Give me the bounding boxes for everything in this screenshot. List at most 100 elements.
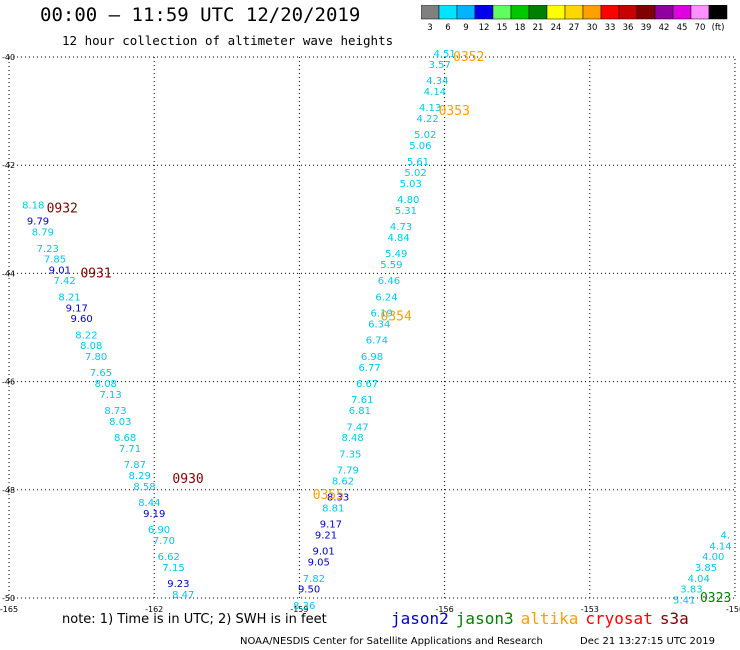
wave-height-value: 7.35 bbox=[339, 449, 361, 460]
color-scale-label: 21 bbox=[533, 23, 544, 33]
wave-height-value: 5.02 bbox=[414, 130, 436, 141]
satellite-legend: jason2 jason3 altika cryosat s3a bbox=[391, 609, 696, 628]
footnote: note: 1) Time is in UTC; 2) SWH is in fe… bbox=[62, 612, 327, 627]
wave-height-value: 8.29 bbox=[129, 471, 151, 482]
color-scale-label: 12 bbox=[479, 23, 490, 33]
wave-height-value: 4.04 bbox=[688, 574, 710, 585]
wave-height-value: 8.36 bbox=[293, 601, 315, 612]
legend-entry-cryosat: cryosat bbox=[585, 609, 653, 628]
color-scale-label: (ft) bbox=[712, 23, 725, 33]
y-tick-label: -46 bbox=[2, 378, 15, 387]
wave-height-value: 5.49 bbox=[385, 249, 407, 260]
wave-height-value: 4. bbox=[721, 530, 731, 541]
wave-height-value: 7.65 bbox=[90, 368, 112, 379]
wave-height-value: 8.18 bbox=[22, 200, 44, 211]
wave-height-value: 9.79 bbox=[27, 217, 49, 228]
wave-height-value: 5.06 bbox=[409, 141, 431, 152]
wave-height-value: 6.81 bbox=[349, 406, 371, 417]
color-scale-bar: 3 6 9 12 15 18 21 24 27 30 33 36 39 42 45 70 (ft) bbox=[421, 5, 728, 33]
color-scale-label: 18 bbox=[515, 23, 526, 33]
wave-height-value: 7.23 bbox=[37, 244, 59, 255]
color-scale-label: 45 bbox=[677, 23, 688, 33]
wave-height-value: 8.08 bbox=[95, 379, 117, 390]
color-scale-label: 27 bbox=[569, 23, 580, 33]
wave-height-value: 8.81 bbox=[322, 503, 344, 514]
wave-height-value: 4.14 bbox=[709, 541, 731, 552]
wave-height-value: 9.01 bbox=[312, 547, 334, 558]
pass-time-label: 0352 bbox=[453, 50, 484, 65]
wave-height-value: 4.51 bbox=[433, 49, 455, 60]
wave-height-value: 8.21 bbox=[58, 292, 80, 303]
wave-height-value: 8.44 bbox=[138, 498, 160, 509]
color-scale-label: 36 bbox=[623, 23, 634, 33]
wave-height-value: 6.19 bbox=[371, 309, 393, 320]
pass-time-label: 0932 bbox=[47, 201, 78, 216]
legend-entry-altika: altika bbox=[520, 609, 579, 628]
wave-height-value: 3.57 bbox=[429, 60, 451, 71]
x-tick-label: -159 bbox=[290, 605, 308, 614]
wave-height-value: 5.03 bbox=[400, 179, 422, 190]
legend-entry-jason3: jason3 bbox=[455, 609, 514, 628]
plot-frame bbox=[8, 56, 736, 599]
wave-height-value: 6.77 bbox=[358, 363, 380, 374]
wave-height-value: 9.01 bbox=[49, 265, 71, 276]
wave-height-value: 8.79 bbox=[32, 228, 54, 239]
x-tick-label: -162 bbox=[145, 605, 163, 614]
wave-height-value: 5.61 bbox=[407, 157, 429, 168]
wave-height-value: 8.48 bbox=[342, 433, 364, 444]
wave-height-value: 6.62 bbox=[158, 552, 180, 563]
wave-height-value: 4.14 bbox=[424, 87, 446, 98]
wave-height-value: 8.47 bbox=[172, 590, 194, 601]
wave-height-value: 4.84 bbox=[387, 233, 409, 244]
wave-height-value: 9.23 bbox=[167, 579, 189, 590]
y-tick-label: -50 bbox=[2, 594, 15, 603]
legend-entry-jason2: jason2 bbox=[391, 609, 449, 628]
wave-height-value: 5.41 bbox=[673, 595, 695, 606]
wave-height-value: 4.13 bbox=[419, 103, 441, 114]
pass-time-label: 0931 bbox=[80, 266, 111, 281]
wave-height-value: 8.08 bbox=[80, 341, 102, 352]
y-tick-label: -40 bbox=[2, 53, 15, 62]
generated-timestamp: Dec 21 13:27:15 UTC 2019 bbox=[580, 636, 715, 647]
color-scale-label: 6 bbox=[445, 23, 450, 33]
x-tick-label: -153 bbox=[581, 605, 599, 614]
wave-height-value: 9.21 bbox=[315, 530, 337, 541]
color-scale-label: 42 bbox=[659, 23, 670, 33]
credit-line: NOAA/NESDIS Center for Satellite Applica… bbox=[240, 636, 543, 647]
color-swatch bbox=[708, 5, 728, 20]
wave-height-value: 4.34 bbox=[426, 76, 448, 87]
x-tick-label: -165 bbox=[0, 605, 18, 614]
wave-height-value: 7.70 bbox=[153, 536, 175, 547]
color-scale-label: 24 bbox=[551, 23, 562, 33]
wave-height-value: 7.42 bbox=[54, 276, 76, 287]
pass-time-label: 0930 bbox=[172, 472, 203, 487]
wave-height-value: 8.22 bbox=[75, 330, 97, 341]
color-scale-label: 39 bbox=[641, 23, 652, 33]
wave-height-value: 6.90 bbox=[148, 525, 170, 536]
wave-height-value: 6.46 bbox=[378, 276, 400, 287]
wave-height-value: 9.19 bbox=[143, 509, 165, 520]
color-scale-label: 3 bbox=[427, 23, 432, 33]
wave-height-value: 5.02 bbox=[404, 168, 426, 179]
wave-height-value: 8.33 bbox=[327, 493, 349, 504]
wave-height-value: 8.73 bbox=[104, 406, 126, 417]
wave-height-value: 7.71 bbox=[119, 444, 141, 455]
wave-height-value: 3.85 bbox=[695, 563, 717, 574]
wave-height-value: 7.85 bbox=[44, 255, 66, 266]
wave-height-value: 6.67 bbox=[356, 379, 378, 390]
wave-height-value: 9.60 bbox=[70, 314, 92, 325]
wave-height-value: 9.17 bbox=[66, 303, 88, 314]
wave-height-value: 7.82 bbox=[303, 574, 325, 585]
legend-entry-s3a: s3a bbox=[659, 609, 689, 628]
y-tick-label: -44 bbox=[2, 269, 15, 278]
wave-height-value: 4.80 bbox=[397, 195, 419, 206]
y-tick-label: -48 bbox=[2, 486, 15, 495]
pass-time-label: 0355 bbox=[313, 488, 344, 503]
wave-height-value: 9.50 bbox=[298, 585, 320, 596]
wave-height-value: 6.74 bbox=[366, 336, 388, 347]
wave-height-value: 8.62 bbox=[332, 476, 354, 487]
y-tick-label: -42 bbox=[2, 161, 15, 170]
wave-height-value: 3.83 bbox=[680, 585, 702, 596]
